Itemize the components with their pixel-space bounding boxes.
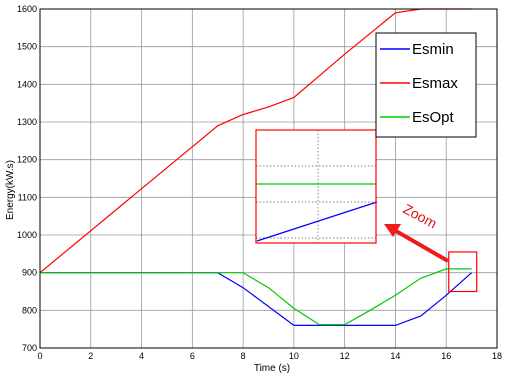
y-tick-label: 1000 bbox=[17, 230, 37, 240]
zoom-region-box bbox=[448, 251, 478, 293]
x-tick-label: 6 bbox=[190, 351, 195, 361]
x-tick-label: 18 bbox=[492, 351, 502, 361]
y-tick-label: 1200 bbox=[17, 155, 37, 165]
y-tick-label: 1600 bbox=[17, 4, 37, 14]
x-tick-label: 10 bbox=[289, 351, 299, 361]
x-tick-label: 4 bbox=[139, 351, 144, 361]
inset-border bbox=[255, 129, 377, 244]
zoom-region bbox=[448, 251, 478, 293]
plot-frame bbox=[39, 8, 498, 349]
series-lines bbox=[39, 8, 472, 326]
x-tick-label: 14 bbox=[390, 351, 400, 361]
x-tick-label: 8 bbox=[241, 351, 246, 361]
y-tick-label: 900 bbox=[22, 268, 37, 278]
x-tick-label: 16 bbox=[441, 351, 451, 361]
zoom-arrow-shaft bbox=[395, 229, 449, 263]
y-tick-label: 1400 bbox=[17, 79, 37, 89]
zoom-arrow bbox=[384, 224, 449, 263]
x-tick-label: 12 bbox=[340, 351, 350, 361]
y-tick-label: 700 bbox=[22, 343, 37, 353]
x-tick-label: 0 bbox=[37, 351, 42, 361]
inset-background bbox=[256, 130, 376, 243]
inset-esmin-line bbox=[256, 201, 378, 242]
legend-label-esmin: Esmin bbox=[412, 41, 454, 58]
tick-labels: 0 2 4 6 8 10 12 14 16 18 700 800 900 1000 1100 1200 1300… bbox=[17, 4, 502, 361]
series-line-esopt bbox=[40, 268, 472, 326]
zoom-arrow-head bbox=[384, 224, 401, 237]
y-tick-label: 1500 bbox=[17, 42, 37, 52]
series-line-esmax bbox=[39, 8, 472, 274]
x-tick-label: 2 bbox=[88, 351, 93, 361]
x-axis-label: Time (s) bbox=[254, 363, 290, 374]
legend: Esmin Esmax EsOpt bbox=[375, 32, 477, 138]
y-tick-label: 1300 bbox=[17, 117, 37, 127]
y-tick-label: 800 bbox=[22, 305, 37, 315]
legend-label-esmax: Esmax bbox=[412, 75, 458, 92]
legend-label-esopt: EsOpt bbox=[412, 109, 455, 126]
series-line-esmin bbox=[40, 272, 472, 326]
y-tick-label: 1100 bbox=[18, 192, 37, 202]
zoom-inset bbox=[255, 129, 378, 244]
legend-box bbox=[375, 32, 477, 138]
y-axis-label: Energy(kW.s) bbox=[5, 160, 16, 220]
